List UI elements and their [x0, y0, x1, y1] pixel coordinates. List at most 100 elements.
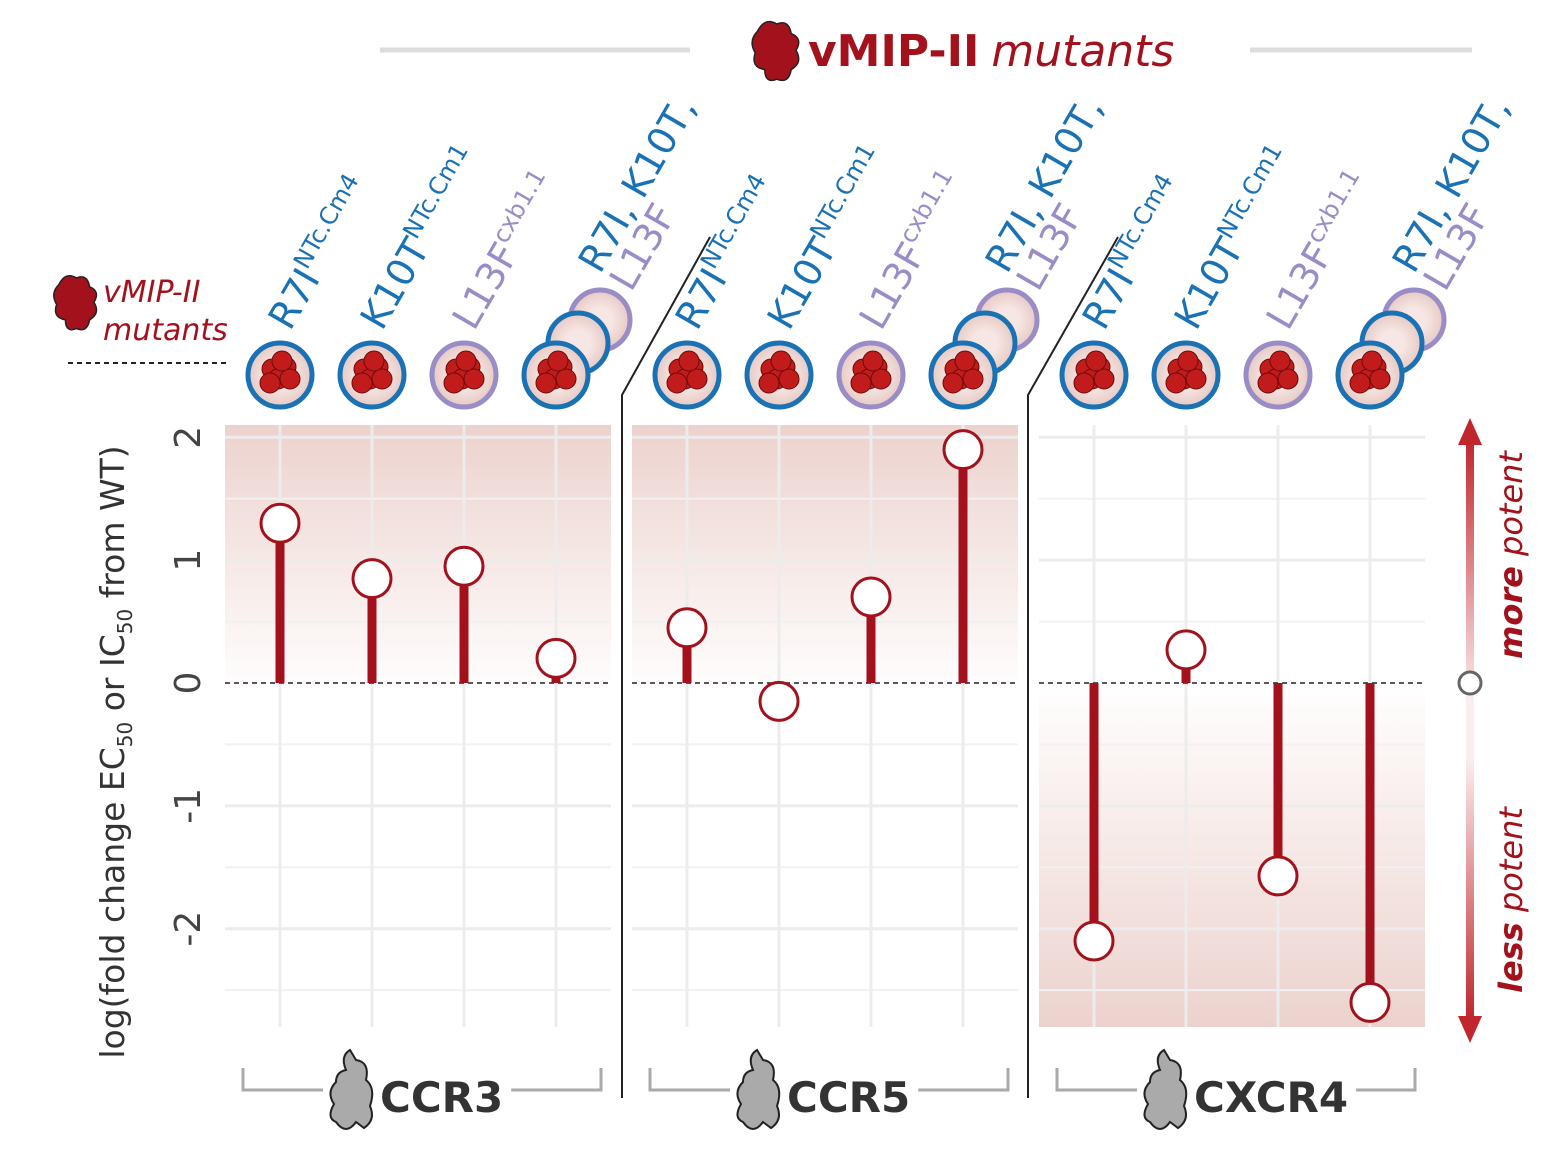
lollipop-head	[1165, 629, 1207, 671]
category-label-sup: cxb1.1	[487, 164, 552, 248]
chart-title: vMIP-II mutants	[808, 26, 1174, 77]
panel-bracket	[918, 1068, 1010, 1092]
mutant-icon-part	[1085, 350, 1107, 372]
category-label-main: R7I	[667, 261, 736, 337]
mutant-icon-part	[770, 350, 792, 372]
mutant-icon-part	[954, 350, 976, 372]
panel-label: CCR5	[787, 1073, 910, 1122]
y-tick-label: 0	[168, 672, 209, 695]
category-label-sup: cxb1.1	[1301, 164, 1366, 248]
mutant-icon-part	[1277, 368, 1299, 390]
category-label-sup: NTc.Cm4	[695, 169, 772, 274]
mutant-icon-part	[758, 372, 780, 394]
mutant-icon-part	[279, 368, 301, 390]
category-label-sup: NTc.Cm4	[1102, 169, 1179, 274]
category-label-main: K10T	[1166, 230, 1253, 336]
mutant-icon-part	[555, 368, 577, 390]
mutant-icon-part	[351, 372, 373, 394]
lollipop-head	[351, 558, 393, 600]
y-tick-label: 2	[168, 426, 209, 449]
row-label: mutants	[103, 313, 228, 348]
potency-arrow-head	[1458, 418, 1482, 445]
mutant-icon-part	[678, 350, 700, 372]
category-label: R7I, K10T,L13F	[1384, 89, 1547, 297]
y-tick-label: -1	[168, 788, 209, 824]
category-label: L13Fcxb1.1	[441, 164, 568, 337]
lollipop-head	[535, 637, 577, 679]
mutant-icon-part	[666, 372, 688, 394]
y-axis-label-subscript: 50	[113, 609, 137, 634]
potency-annotation-bold: more	[1492, 566, 1530, 659]
mutant-icon-part	[1361, 350, 1383, 372]
mutant-icon-part	[1349, 372, 1371, 394]
potency-annotation-bold: less	[1492, 922, 1530, 993]
mutant-icon-part	[870, 368, 892, 390]
title-italic: mutants	[991, 26, 1174, 77]
mutant-icon-part	[1185, 368, 1207, 390]
panel-bracket	[648, 1068, 730, 1092]
lollipop-head	[666, 607, 708, 649]
lollipop-head	[1257, 855, 1299, 897]
mutant-icon-part	[271, 350, 293, 372]
mutant-icon-part	[942, 372, 964, 394]
panel-bracket-icon	[1143, 1048, 1188, 1130]
potency-shade	[1039, 695, 1425, 1027]
panel-divider	[621, 236, 711, 1098]
category-label-sup: NTc.Cm1	[804, 139, 881, 244]
mutant-icon-part	[535, 372, 557, 394]
lollipop-head	[758, 680, 800, 722]
category-label-sup: NTc.Cm1	[397, 139, 474, 244]
panel-divider	[1027, 236, 1119, 1098]
y-axis-label-part: from WT)	[93, 445, 132, 608]
zero-marker	[1457, 670, 1483, 696]
mutant-icon-part	[862, 350, 884, 372]
panel-bracket	[241, 1068, 323, 1092]
category-label-sup: NTc.Cm4	[288, 169, 365, 274]
mutant-icon-part	[259, 372, 281, 394]
category-label-sup: cxb1.1	[894, 164, 959, 248]
potency-annotation-part: potent	[1492, 806, 1530, 923]
row-label: vMIP-II	[103, 275, 201, 310]
y-axis-label-subscript: 50	[113, 722, 137, 747]
potency-arrow	[1466, 440, 1474, 1020]
lollipop-head	[259, 502, 301, 544]
mutant-icon-part	[1257, 372, 1279, 394]
panel-bracket-icon	[329, 1048, 374, 1130]
category-label-sup: NTc.Cm1	[1211, 139, 1288, 244]
y-tick-label: -2	[168, 911, 209, 947]
protein-icon	[751, 20, 800, 82]
potency-annotation: more potent	[1492, 450, 1530, 659]
protein-icon	[53, 275, 98, 331]
mutant-icon-part	[962, 368, 984, 390]
panel-bracket	[1055, 1068, 1137, 1092]
mutant-icon-part	[1177, 350, 1199, 372]
mutant-icon-part	[778, 368, 800, 390]
y-tick-label: 1	[168, 549, 209, 572]
y-axis-label-part: or IC	[93, 634, 132, 722]
potency-annotation-part: potent	[1492, 450, 1530, 567]
category-label-main: L13F	[851, 235, 935, 336]
category-label-main: R7I	[260, 261, 329, 337]
category-label-main: R7I	[1074, 261, 1143, 337]
panel-bracket-icon	[736, 1048, 781, 1130]
mutant-icon-part	[1269, 350, 1291, 372]
mutant-icon-part	[463, 368, 485, 390]
lollipop-head	[942, 429, 984, 471]
panel-bracket	[1356, 1068, 1417, 1092]
mutant-icon-part	[547, 350, 569, 372]
category-label: L13Fcxb1.1	[1255, 164, 1382, 337]
mutant-icon-part	[1165, 372, 1187, 394]
mutant-icon-part	[1073, 372, 1095, 394]
category-label: L13Fcxb1.1	[848, 164, 975, 337]
category-label-main: L13F	[444, 235, 528, 336]
panel-label: CXCR4	[1194, 1073, 1348, 1122]
mutant-icon-part	[850, 372, 872, 394]
mutant-icon-part	[363, 350, 385, 372]
category-label-main: L13F	[1258, 235, 1342, 336]
lollipop-head	[1349, 981, 1391, 1023]
mutant-icon-part	[443, 372, 465, 394]
lollipop-head	[850, 576, 892, 618]
panel-bracket	[511, 1068, 603, 1092]
mutant-icon-part	[1369, 368, 1391, 390]
